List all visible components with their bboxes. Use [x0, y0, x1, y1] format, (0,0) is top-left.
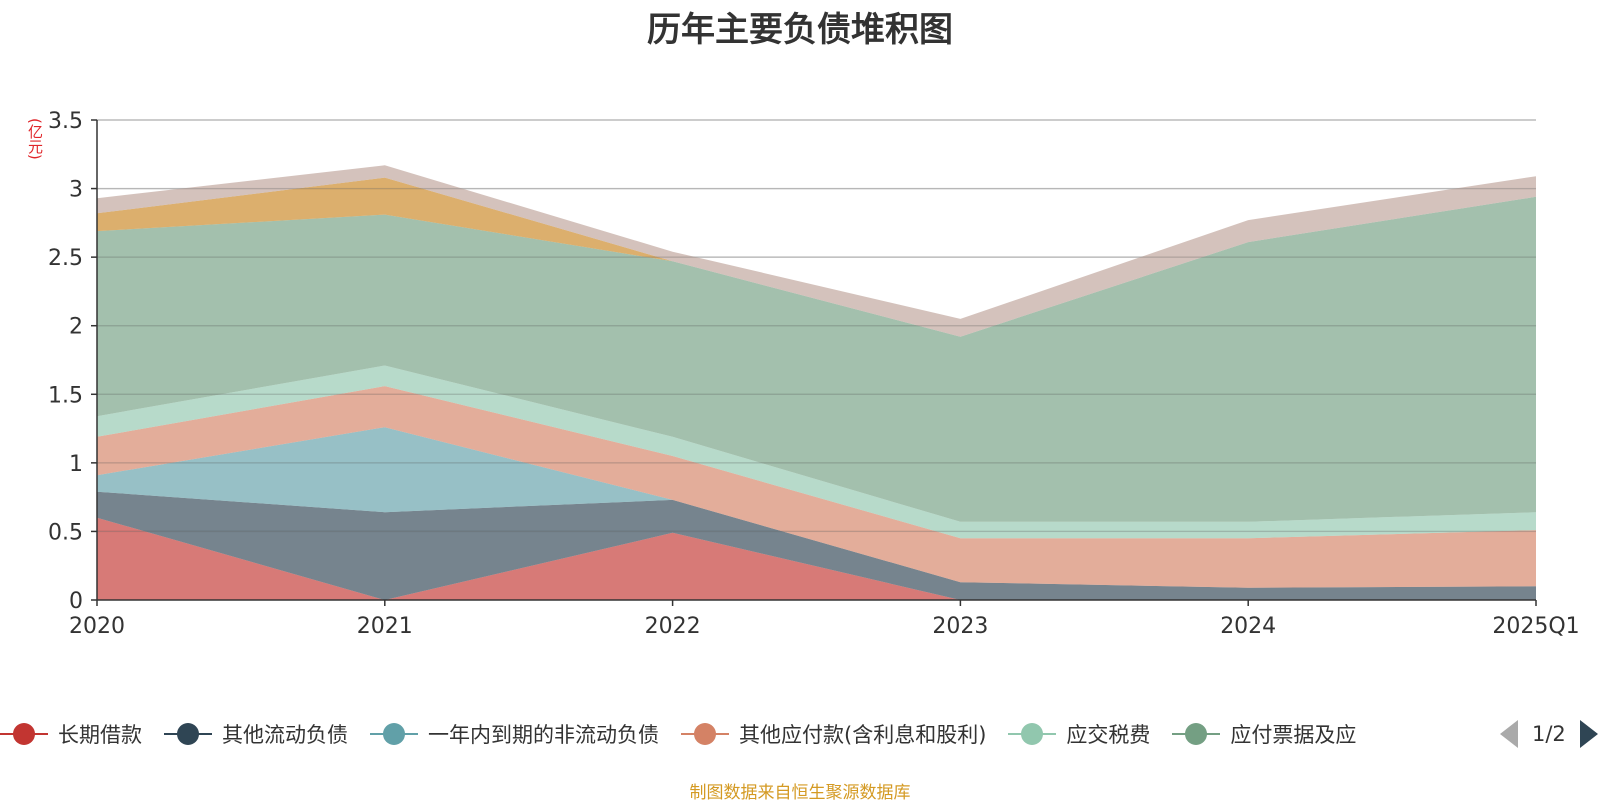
axes: 0 0.5 1 1.5 2 2.5 3 3.5 2020 2021 2022 2023 2024 2025… — [48, 109, 1580, 639]
legend-label: 长期借款 — [58, 723, 142, 747]
y-tick-label: 1.5 — [48, 383, 83, 408]
area-series-6 — [97, 177, 1536, 337]
area-series-0 — [97, 517, 1536, 600]
y-tick-label: 1 — [69, 452, 83, 477]
legend-marker-icon — [681, 722, 729, 746]
y-tick-label: 0 — [69, 589, 83, 614]
legend-next-page-button[interactable] — [1579, 720, 1598, 748]
area-series-1 — [97, 491, 1536, 600]
x-tick-label: 2020 — [69, 614, 125, 639]
legend-item[interactable]: 应付票据及应 — [1172, 719, 1356, 749]
legend-marker-icon — [1008, 722, 1057, 746]
x-tick-label: 2025Q1 — [1492, 614, 1579, 639]
area-series-3 — [97, 386, 1536, 588]
x-tick-label: 2024 — [1220, 614, 1276, 639]
legend-prev-page-button[interactable] — [1500, 720, 1518, 748]
legend-label: 一年内到期的非流动负债 — [428, 723, 659, 747]
legend-pager: 1/2 — [1500, 718, 1598, 750]
legend-marker-icon — [0, 722, 48, 746]
legend-label: 应付票据及应 — [1230, 723, 1357, 747]
area-series-2 — [97, 427, 1536, 588]
legend-item[interactable]: 其他应付款(含利息和股利) — [681, 719, 986, 749]
legend-item[interactable]: 长期借款 — [0, 719, 142, 749]
chart-title: 历年主要负债堆积图 — [647, 10, 953, 50]
legend: 长期借款 其他流动负债 一年内到期的非流动负债 其他应付款(含利息和股利) 应交税费 应付… — [0, 718, 1600, 750]
stacked-areas — [97, 119, 1536, 600]
y-tick-label: 3.5 — [48, 109, 83, 134]
y-tick-label: 2.5 — [48, 246, 83, 271]
legend-label: 其他应付款(含利息和股利) — [739, 723, 987, 747]
legend-item[interactable]: 一年内到期的非流动负债 — [370, 719, 659, 749]
legend-marker-icon — [164, 722, 212, 746]
x-tick-label: 2022 — [645, 614, 701, 639]
source-note: 制图数据来自恒生聚源数据库 — [689, 783, 911, 803]
legend-label: 应交税费 — [1066, 723, 1151, 747]
x-tick-label: 2021 — [357, 614, 413, 639]
area-series-4 — [97, 365, 1536, 539]
x-tick-label: 2023 — [932, 614, 988, 639]
legend-label: 其他流动负债 — [222, 723, 348, 747]
area-series-5 — [97, 196, 1536, 522]
legend-item[interactable]: 其他流动负债 — [164, 719, 348, 749]
y-axis-unit-label: (亿元) — [26, 118, 44, 160]
legend-page-indicator: 1/2 — [1532, 722, 1566, 746]
y-tick-label: 3 — [69, 178, 83, 203]
legend-item[interactable]: 应交税费 — [1008, 719, 1150, 749]
area-series-7 — [97, 165, 1536, 337]
legend-marker-icon — [370, 722, 418, 746]
legend-items: 长期借款 其他流动负债 一年内到期的非流动负债 其他应付款(含利息和股利) 应交税费 应付… — [0, 718, 1468, 750]
legend-marker-icon — [1172, 722, 1221, 746]
y-tick-label: 2 — [69, 315, 83, 340]
y-tick-label: 0.5 — [48, 520, 83, 545]
